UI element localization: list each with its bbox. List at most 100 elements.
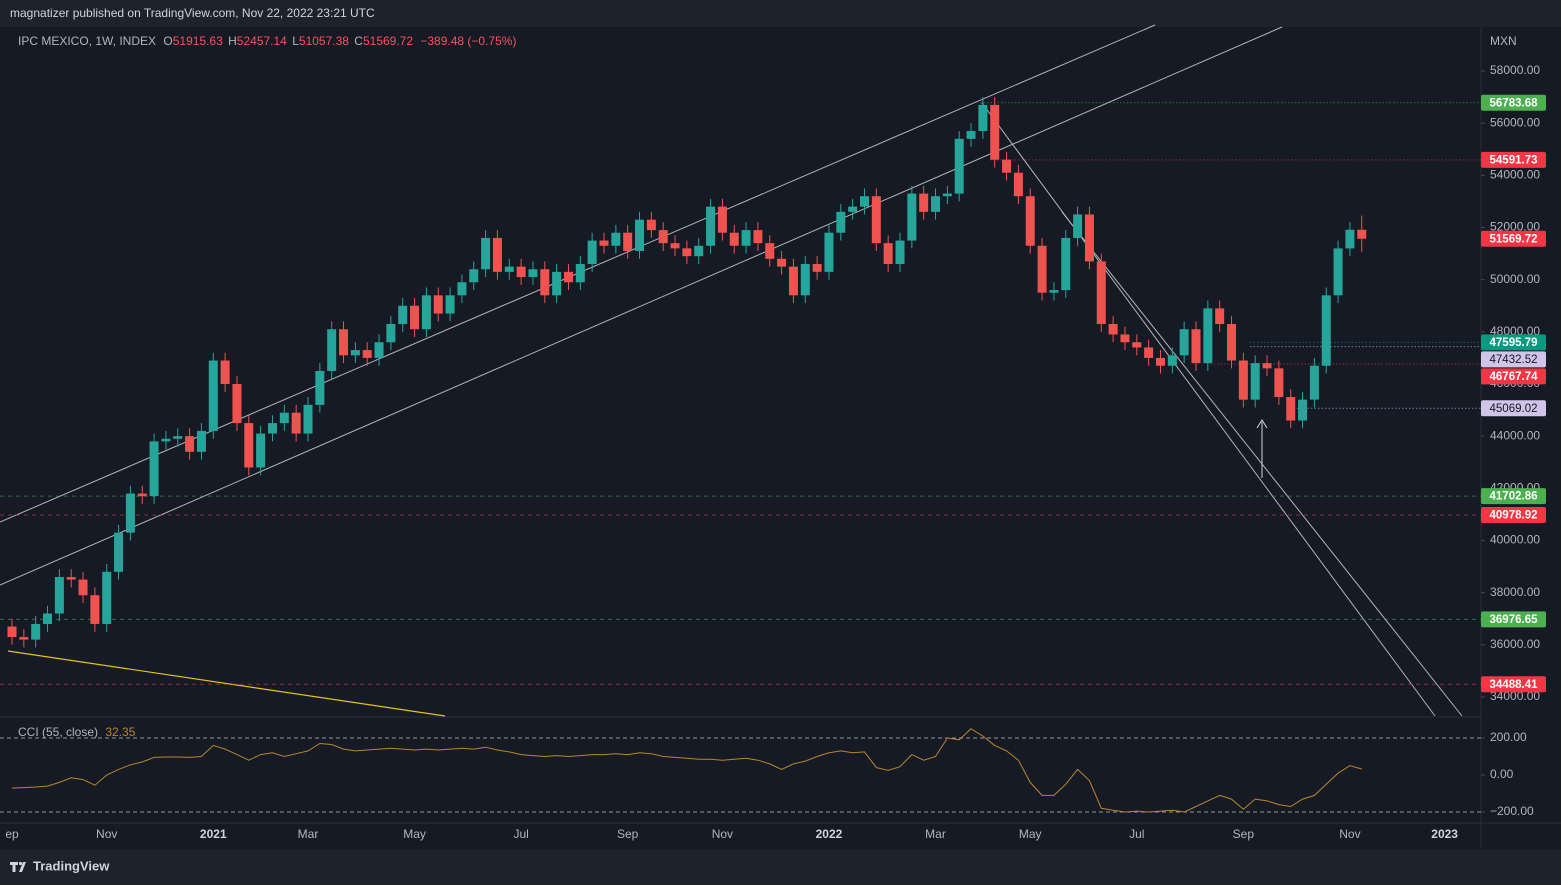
candle-body (931, 196, 941, 212)
candle-body (492, 237, 502, 272)
candle-body (635, 219, 645, 251)
candle-body (1238, 360, 1248, 400)
price-badge (1481, 151, 1546, 168)
price-badge (1481, 351, 1546, 368)
x-tick-label: Mar (925, 827, 946, 841)
candle-body (1333, 248, 1343, 296)
candle-body (729, 232, 739, 246)
candle-body (114, 532, 124, 572)
candle-body (256, 433, 266, 468)
candle-body (350, 350, 360, 356)
candle-body (907, 193, 917, 241)
candle-body (1357, 229, 1367, 239)
candle-body (1191, 329, 1201, 364)
x-tick-label: 2021 (200, 827, 227, 841)
candle-body (220, 360, 230, 384)
legend-open: 51915.63 (173, 34, 223, 48)
price-badge-label: 51569.72 (1490, 233, 1538, 245)
candle-body (706, 206, 716, 246)
candle-body (658, 230, 668, 244)
candle-body (646, 219, 656, 231)
candle-body (1049, 290, 1059, 293)
candle-body (1037, 245, 1047, 293)
candle-body (90, 595, 100, 624)
candle-body (1250, 363, 1260, 400)
candle-body (788, 266, 798, 296)
candle-body (1167, 355, 1177, 366)
candle-body (66, 577, 76, 580)
y-tick-label: 40000.00 (1490, 533, 1540, 547)
legend-high: 52457.14 (237, 34, 287, 48)
y-tick-label: 34000.00 (1490, 689, 1540, 703)
candle-body (386, 324, 396, 343)
candle-body (244, 423, 254, 468)
legend-label: C (354, 34, 363, 48)
candle-body (445, 295, 455, 314)
ohlc-legend: IPC MEXICO, 1W, INDEX O51915.63 H52457.1… (18, 34, 516, 48)
price-badge-label: 40978.92 (1490, 509, 1538, 521)
symbol: IPC MEXICO, 1W, INDEX (18, 34, 156, 48)
x-tick-label: Jul (1129, 827, 1144, 841)
candle-body (78, 579, 88, 596)
candle-body (1286, 397, 1296, 421)
candle-body (410, 305, 420, 330)
annotation-arrow-head (1256, 419, 1268, 429)
logo-dot (18, 861, 23, 866)
y-tick-label: 36000.00 (1490, 637, 1540, 651)
y-tick-label: 52000.00 (1490, 220, 1540, 234)
legend-label: H (228, 34, 237, 48)
cci-line (11, 728, 1362, 813)
channel-lower-line (0, 26, 1283, 586)
candle-body (421, 295, 431, 330)
candle-body (966, 130, 976, 139)
legend-low: 51057.38 (299, 34, 349, 48)
candle-body (1274, 368, 1284, 398)
y-tick-label: 44000.00 (1490, 428, 1540, 442)
candle-body (942, 193, 952, 197)
candle-body (196, 430, 206, 452)
price-badge (1481, 400, 1546, 417)
plot-area (0, 24, 1481, 717)
candle-body (563, 271, 573, 283)
x-tick-label: Sep (617, 827, 639, 841)
candle-body (1298, 399, 1308, 421)
legend-label: L (292, 34, 299, 48)
candle-body (433, 295, 443, 314)
price-badge (1481, 368, 1546, 385)
candle-body (1061, 237, 1071, 291)
candle-body (19, 636, 29, 640)
x-tick-label: Jul (513, 827, 528, 841)
header-bar (0, 0, 1561, 27)
candle-body (327, 329, 337, 371)
candle-body (516, 266, 526, 278)
candle-body (1002, 159, 1012, 173)
price-badge-label: 45069.02 (1490, 403, 1538, 415)
candle-body (469, 269, 479, 283)
candle-body (978, 104, 988, 131)
y-tick-label: 38000.00 (1490, 585, 1540, 599)
price-badge-label: 56783.68 (1490, 97, 1539, 109)
candle-body (31, 623, 41, 640)
y-tick-label: 58000.00 (1490, 63, 1540, 77)
candle-body (185, 436, 195, 452)
candle-body (540, 269, 550, 296)
y-tick-label: 200.00 (1490, 730, 1527, 744)
x-tick-label: Nov (96, 827, 117, 841)
candle-body (504, 266, 514, 272)
candle-body (267, 423, 277, 434)
candle-body (137, 493, 147, 497)
candle-body (398, 305, 408, 325)
candle-body (1321, 295, 1331, 366)
candle-body (753, 230, 763, 244)
candle-body (623, 232, 633, 251)
candle-body (717, 206, 727, 233)
candle-body (1108, 324, 1118, 335)
candle-body (339, 329, 349, 356)
candle-body (7, 626, 17, 637)
price-badge-label: 41702.86 (1490, 491, 1538, 503)
x-tick-label: May (1019, 827, 1042, 841)
candle-body (1345, 229, 1355, 249)
candle-body (1096, 261, 1106, 325)
